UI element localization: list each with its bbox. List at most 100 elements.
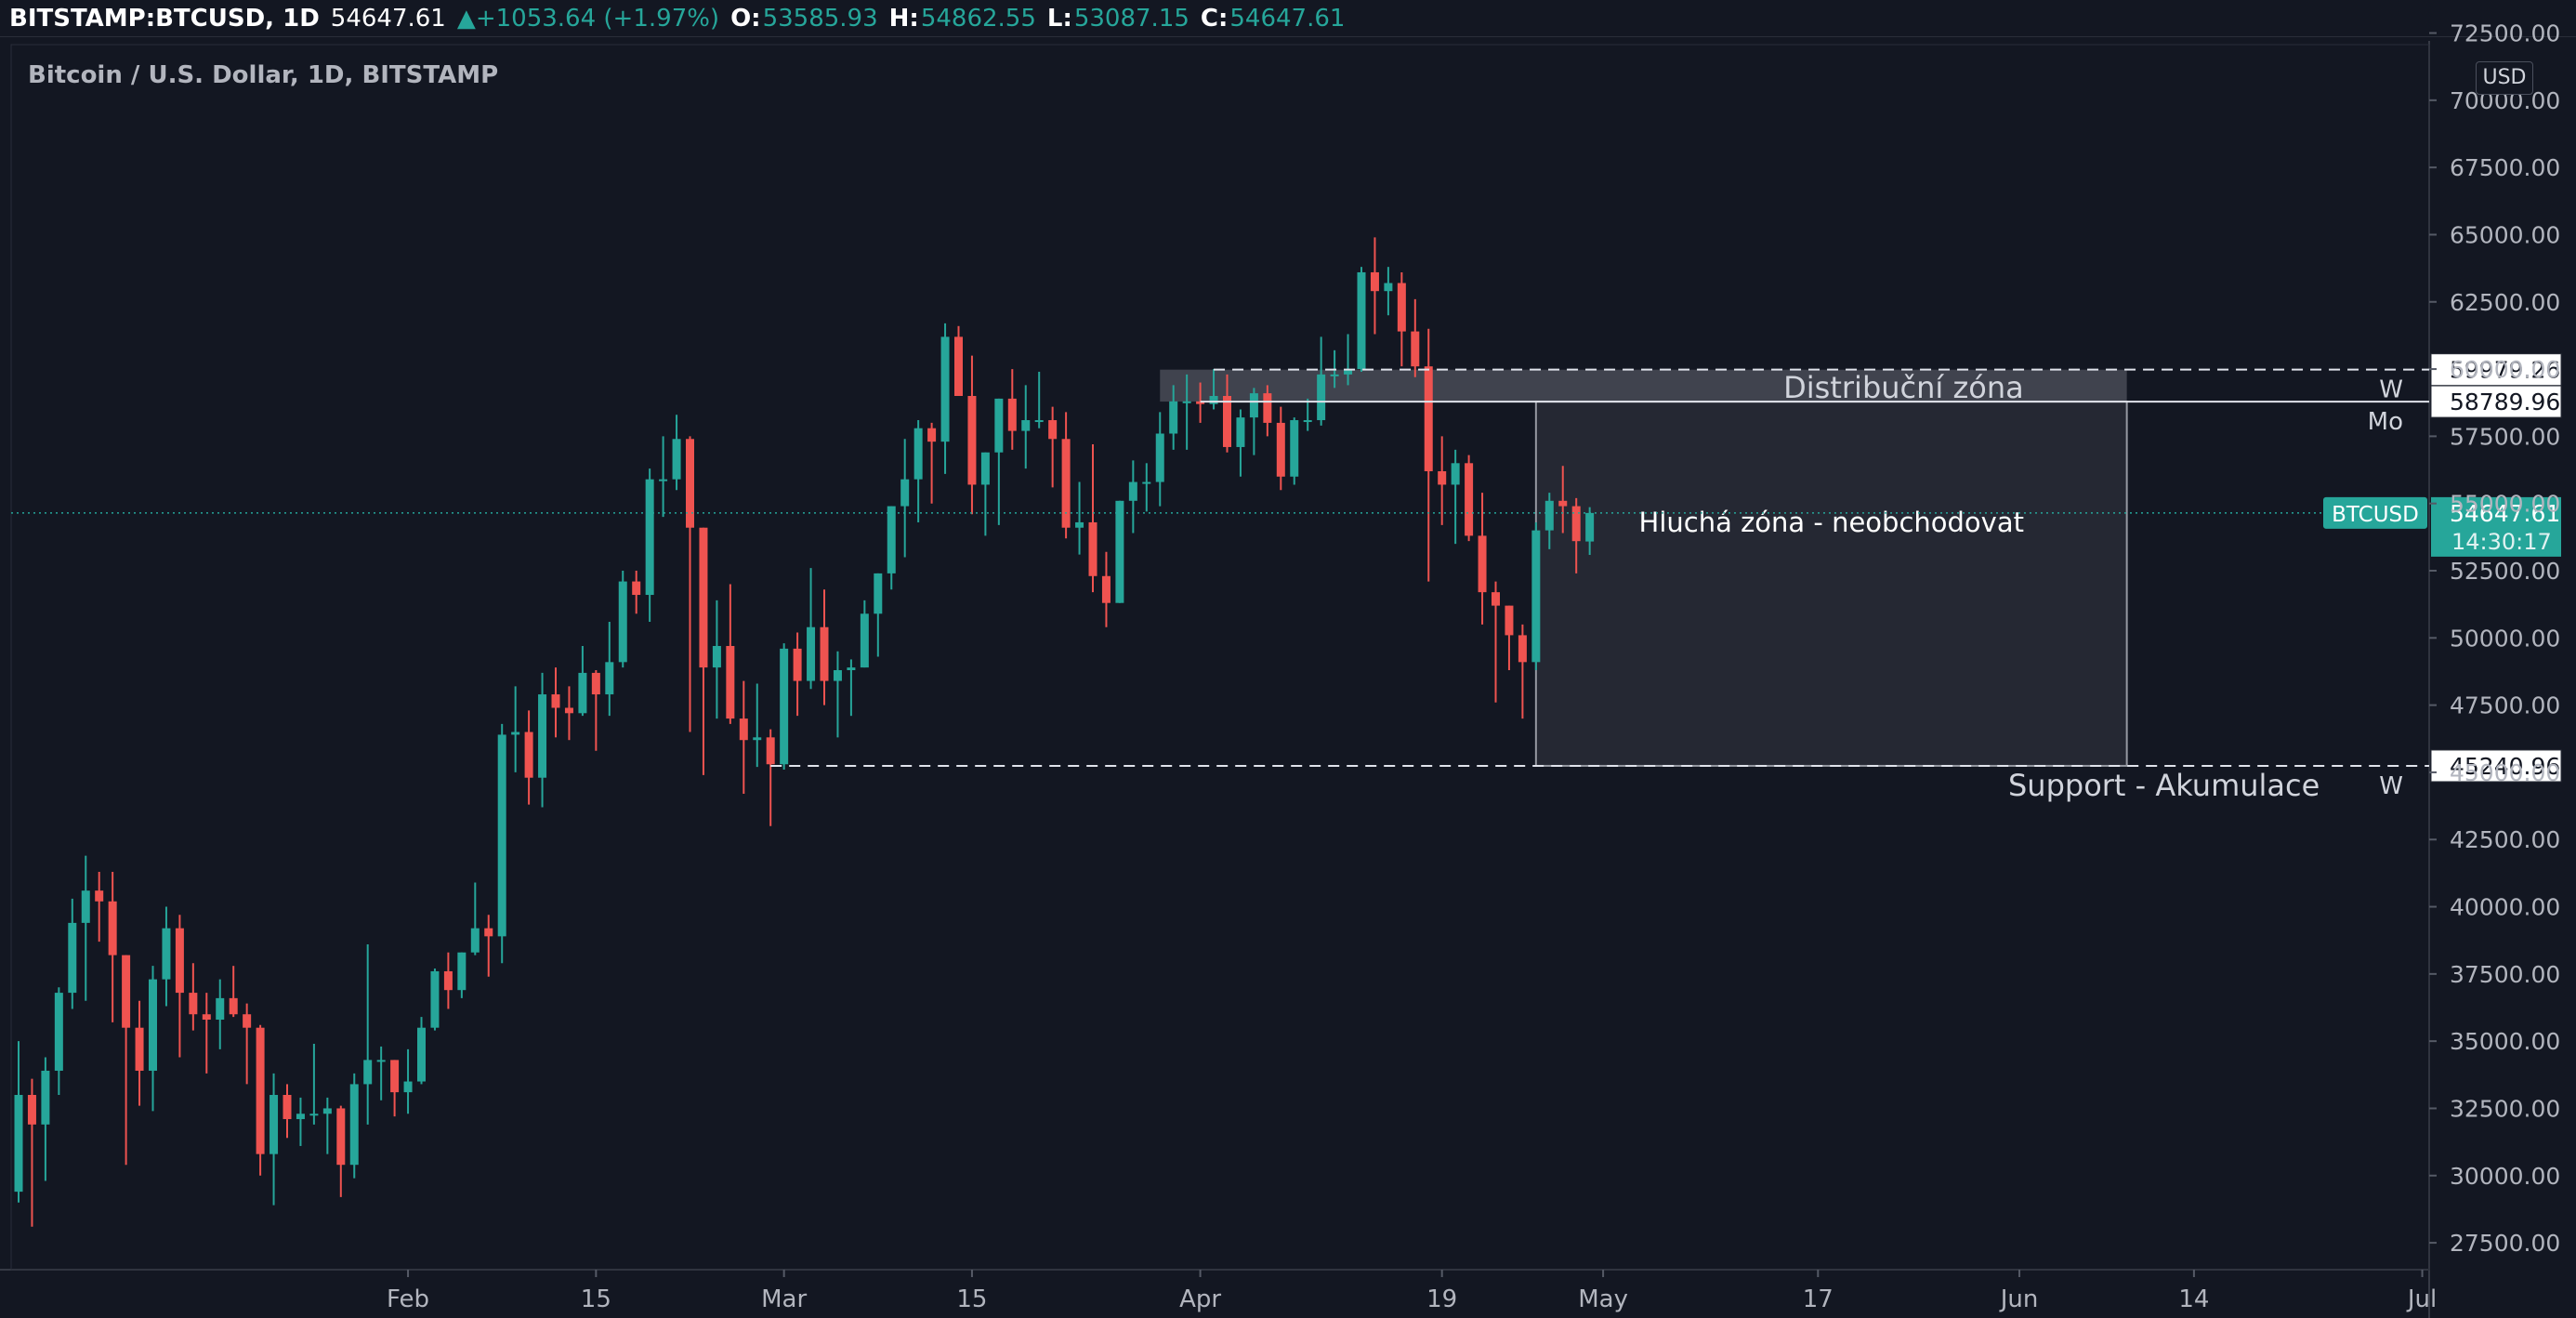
candle [457, 952, 467, 998]
candle-body [672, 439, 681, 480]
candle [1115, 500, 1124, 603]
candle [1021, 385, 1031, 469]
candle [1478, 493, 1487, 625]
candle [780, 643, 789, 771]
y-tick-label: 40000.00 [2450, 894, 2560, 921]
zones: Distribuční zóna Hluchá zóna - neobchodov… [1160, 369, 2128, 767]
candle-body [457, 952, 467, 991]
currency-button[interactable]: USD [2476, 61, 2533, 95]
candle-body [524, 731, 533, 778]
candle-body [309, 1114, 319, 1116]
candle [1357, 267, 1366, 372]
candle [1465, 455, 1474, 542]
candle-body [1249, 393, 1258, 418]
y-tick-label: 62500.00 [2450, 289, 2560, 316]
candle [1101, 551, 1111, 627]
candle-body [1182, 401, 1191, 403]
candle-body [1155, 433, 1164, 482]
candle-body [1544, 500, 1554, 531]
candle [686, 436, 694, 732]
candle-body [780, 648, 789, 765]
level-price-tag [2430, 385, 2562, 418]
candle [739, 680, 748, 795]
candle-body [632, 581, 641, 596]
candles [14, 237, 1595, 1227]
candle [484, 915, 493, 977]
x-tick-label: Apr [1179, 1285, 1221, 1313]
candle-body [1317, 374, 1326, 421]
candle-body [1438, 470, 1447, 485]
candle [216, 979, 225, 1049]
candle [1007, 369, 1017, 450]
symbol-name[interactable]: BITSTAMP:BTCUSD, 1D [9, 4, 320, 33]
bar-countdown: 14:30:17 [2451, 529, 2552, 555]
candle-body [95, 890, 104, 902]
candle [913, 420, 923, 522]
candle-body [149, 979, 157, 1071]
candle-body [1101, 575, 1111, 603]
level-price-tag [2430, 749, 2562, 783]
candle [524, 710, 533, 805]
candle [68, 898, 77, 1009]
candle [443, 952, 453, 1009]
candle [860, 600, 869, 668]
candle-body [1061, 439, 1071, 528]
candle-body [417, 1027, 426, 1082]
candle [591, 670, 600, 751]
candle [605, 621, 614, 717]
candle-body [1128, 481, 1137, 501]
candle-body [927, 428, 937, 442]
candle-body [686, 439, 694, 528]
candle-body [551, 694, 560, 708]
y-tick-label: 67500.00 [2450, 154, 2560, 181]
candle-body [1034, 420, 1044, 423]
candle-body [1276, 422, 1285, 477]
low-label: L: [1046, 4, 1072, 33]
candle [699, 527, 708, 775]
x-tick-label: 19 [1426, 1285, 1457, 1313]
candle-body [14, 1095, 23, 1193]
candle [833, 651, 842, 738]
candle-body [403, 1081, 413, 1093]
last-price-symbol-badge [2323, 496, 2427, 529]
candle-body [1505, 605, 1514, 636]
candle-body [1007, 398, 1017, 431]
candle [1048, 406, 1058, 488]
candle-body [1021, 420, 1031, 431]
candle [229, 966, 238, 1018]
candle [1196, 382, 1205, 423]
candle-body [645, 479, 654, 596]
candle-body [940, 336, 950, 442]
level-timeframe-tag: Mo [2368, 408, 2403, 436]
candle-body [659, 479, 668, 481]
candle-body [390, 1060, 400, 1093]
candle [336, 1105, 346, 1197]
candle [1531, 521, 1541, 671]
candle-body [820, 626, 829, 681]
candle-body [1357, 271, 1366, 370]
candle-body [860, 613, 869, 668]
candle-body [1142, 481, 1151, 484]
candle-body [1518, 635, 1527, 663]
candle-body [363, 1060, 373, 1085]
candle-body [1236, 417, 1245, 447]
candle [376, 1046, 386, 1101]
symbol-header: BITSTAMP:BTCUSD, 1D 54647.61 ▲ +1053.64 … [0, 0, 2576, 37]
candle [847, 659, 856, 717]
candle [430, 969, 440, 1031]
candle-body [1209, 396, 1218, 404]
candle-body [296, 1114, 305, 1120]
x-tick-label: 17 [1803, 1285, 1833, 1313]
candle-body [243, 1014, 252, 1028]
candle [14, 1041, 23, 1203]
candle-body [1531, 530, 1541, 663]
candle [296, 1097, 305, 1146]
candle [1571, 497, 1581, 573]
last-price: 54647.61 [330, 4, 446, 33]
candle [1290, 417, 1299, 485]
candle-body [229, 997, 238, 1015]
candle-body [1330, 374, 1339, 376]
open-value: 53585.93 [762, 4, 878, 33]
candle-body [1492, 592, 1500, 606]
